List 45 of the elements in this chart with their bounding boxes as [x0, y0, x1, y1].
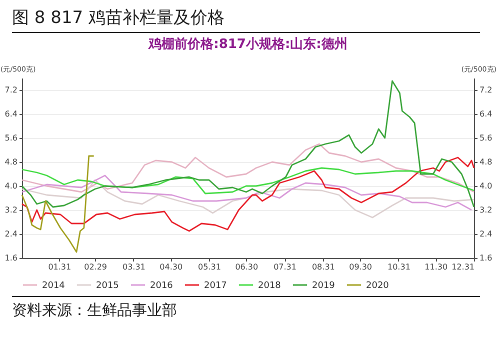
- chart-subtitle: 鸡棚前价格:817小规格:山东:德州: [148, 36, 348, 52]
- line-series: [21, 155, 95, 253]
- legend-label: 2020: [366, 281, 390, 291]
- y-tick-label: 7.2: [4, 86, 18, 94]
- y-tick-label: 3.2: [4, 206, 18, 214]
- y-tick-label: 5.6: [4, 134, 18, 142]
- legend-label: 2017: [204, 281, 227, 291]
- line-series: [21, 80, 475, 208]
- x-tick-label: 04.30: [160, 262, 183, 272]
- line-series: [21, 179, 475, 218]
- x-tick-label: 09.30: [349, 262, 372, 272]
- y2-tick-label: 5.6: [480, 134, 492, 142]
- chart-title: 图 8 817 鸡苗补栏量及价格: [12, 6, 480, 33]
- x-tick-label: 08.31: [312, 262, 335, 272]
- line-series: [21, 167, 475, 194]
- x-tick-label: 03.31: [122, 262, 146, 272]
- x-tick-label: 12.31: [452, 262, 474, 272]
- legend-label: 2019: [312, 281, 336, 291]
- line-series: [21, 143, 475, 193]
- y-tick-label: 2.4: [4, 230, 18, 238]
- x-tick-label: 01.31: [48, 262, 72, 272]
- y2-tick-label: 7.2: [480, 86, 492, 94]
- y2-tick-label: 3.2: [480, 206, 492, 214]
- line-series: [21, 174, 472, 211]
- x-tick-label: 06.30: [235, 262, 258, 272]
- y-tick-label: 4.0: [4, 182, 18, 190]
- y-tick-label: 6.4: [4, 110, 18, 118]
- x-tick-label: 07.31: [274, 262, 296, 272]
- y2-tick-label: 4.8: [480, 158, 492, 166]
- text: 资料来源：生鲜品事业部: [12, 296, 480, 320]
- x-tick-label: 11.30: [424, 262, 448, 272]
- legend-label: 2018: [258, 281, 282, 291]
- legend-label: 2014: [42, 281, 66, 291]
- x-tick-label: 10.31: [388, 262, 410, 272]
- y-tick-label: 4.8: [4, 158, 18, 166]
- line-series: [21, 156, 475, 232]
- x-tick-label: 05.31: [198, 262, 221, 272]
- y-tick-label: 1.6: [4, 254, 18, 262]
- y2-tick-label: 6.4: [480, 110, 492, 118]
- y2-tick-label: 1.6: [480, 254, 492, 262]
- x-tick-label: 02.29: [84, 262, 108, 272]
- y2-tick-label: 2.4: [480, 230, 492, 238]
- legend-label: 2016: [150, 281, 174, 291]
- legend-label: 2015: [96, 281, 119, 291]
- y2-tick-label: 4.0: [480, 182, 492, 190]
